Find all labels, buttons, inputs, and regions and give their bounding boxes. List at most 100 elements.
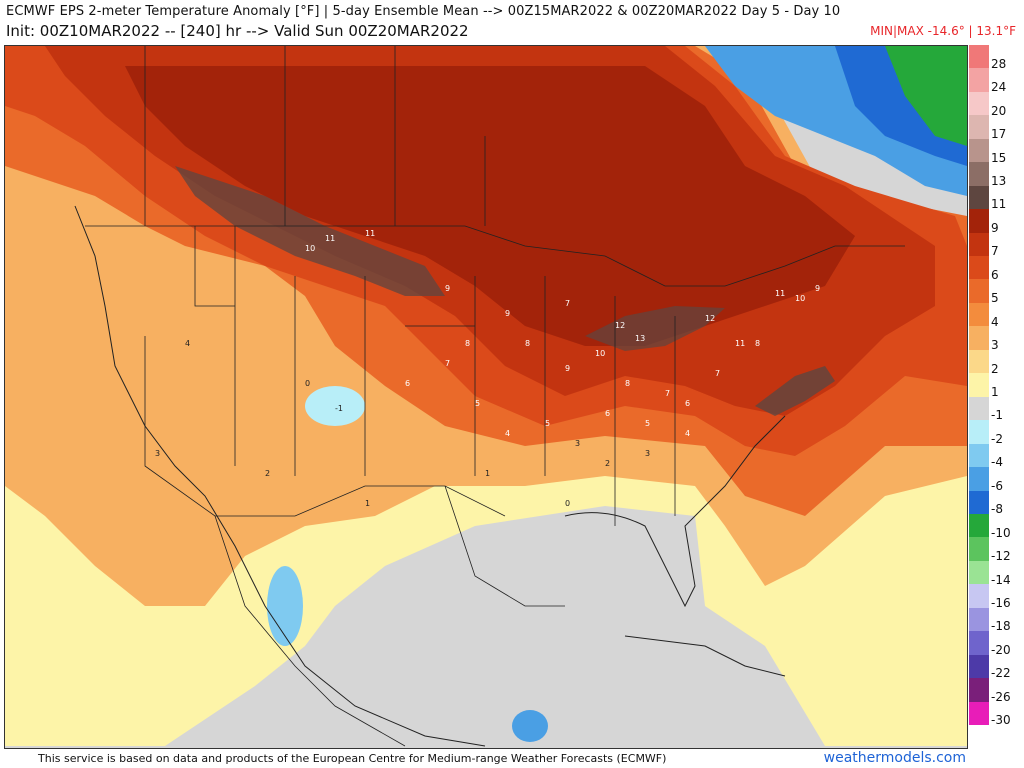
legend-row: -18 — [969, 607, 1019, 634]
legend-swatch — [969, 138, 989, 163]
legend-label: 6 — [991, 267, 999, 282]
anomaly-label: 3 — [155, 449, 160, 458]
min-max-readout: MIN|MAX -14.6° | 13.1°F — [870, 24, 1016, 38]
anomaly-label: 6 — [405, 379, 410, 388]
anomaly-label: 6 — [605, 409, 610, 418]
anomaly-label: 4 — [685, 429, 690, 438]
legend-label: -30 — [991, 713, 1011, 728]
anomaly-label: 4 — [505, 429, 510, 438]
legend-label: 11 — [991, 197, 1007, 212]
anomaly-label: 9 — [505, 309, 510, 318]
anomaly-label: 5 — [645, 419, 650, 428]
anomaly-label: 11 — [325, 234, 335, 243]
anomaly-label: 7 — [565, 299, 570, 308]
legend-label: -12 — [991, 549, 1011, 564]
legend-swatch — [969, 349, 989, 374]
legend-label: -22 — [991, 666, 1011, 681]
anomaly-label: 9 — [445, 284, 450, 293]
legend-swatch — [969, 443, 989, 468]
legend-row: -4 — [969, 443, 1019, 470]
anomaly-label: 1 — [485, 469, 490, 478]
anomaly-label: -1 — [335, 404, 343, 413]
legend-swatch — [969, 373, 989, 397]
legend-swatch — [969, 631, 989, 655]
legend-swatch — [969, 209, 989, 233]
legend-row: -14 — [969, 560, 1019, 587]
anomaly-label: 12 — [705, 314, 715, 323]
legend-label: -6 — [991, 478, 1003, 493]
legend-row: 9 — [969, 209, 1019, 234]
anomaly-label: 8 — [465, 339, 470, 348]
legend-label: -18 — [991, 619, 1011, 634]
legend-swatch — [969, 91, 989, 116]
anomaly-label: 0 — [565, 499, 570, 508]
legend-swatch — [969, 396, 989, 421]
legend-swatch — [969, 162, 989, 186]
cool-pocket-rockies — [305, 386, 365, 426]
legend-row: 2 — [969, 349, 1019, 376]
init-valid-line: Init: 00Z10MAR2022 -- [240] hr --> Valid… — [6, 22, 469, 40]
color-scale-legend: 28 24 20 17 15 13 11 9 7 6 5 4 3 2 1 -1 -2 -4 -6 -8 -10 -12 -1… — [969, 45, 1019, 728]
legend-label: 1 — [991, 384, 999, 399]
legend-swatch — [969, 115, 989, 139]
legend-row: 20 — [969, 91, 1019, 118]
anomaly-label: 7 — [445, 359, 450, 368]
coldest-anomaly-canada — [885, 46, 967, 146]
legend-swatch — [969, 326, 989, 350]
legend-swatch — [969, 654, 989, 679]
anomaly-label: 10 — [595, 349, 605, 358]
anomaly-label: 0 — [305, 379, 310, 388]
legend-swatch — [969, 302, 989, 327]
legend-row: 28 — [969, 45, 1019, 71]
anomaly-label: 11 — [775, 289, 785, 298]
legend-row: 1 — [969, 373, 1019, 399]
legend-label: -4 — [991, 455, 1003, 470]
anomaly-label: 4 — [185, 339, 190, 348]
anomaly-label: 9 — [565, 364, 570, 373]
legend-row: 15 — [969, 138, 1019, 165]
legend-swatch — [969, 256, 989, 280]
anomaly-label: 11 — [735, 339, 745, 348]
legend-row: 17 — [969, 115, 1019, 140]
legend-swatch — [969, 607, 989, 632]
legend-label: 28 — [991, 56, 1007, 71]
anomaly-label: 5 — [545, 419, 550, 428]
legend-row: -10 — [969, 513, 1019, 540]
legend-label: -10 — [991, 525, 1011, 540]
anomaly-label: 11 — [365, 229, 375, 238]
legend-label: -14 — [991, 572, 1011, 587]
legend-swatch — [969, 560, 989, 585]
site-link[interactable]: weathermodels.com — [823, 750, 966, 766]
map-canvas: 11 11 10 9 9 8 8 7 7 6 5 4 3 2 1 0 -1 12… — [5, 46, 967, 748]
anomaly-label: 12 — [615, 321, 625, 330]
legend-label: 4 — [991, 314, 999, 329]
anomaly-label: 1 — [365, 499, 370, 508]
legend-label: -2 — [991, 431, 1003, 446]
legend-swatch — [969, 513, 989, 538]
legend-row: -22 — [969, 654, 1019, 681]
very-warm-zone — [125, 66, 855, 346]
legend-label: -8 — [991, 502, 1003, 517]
anomaly-label: 9 — [815, 284, 820, 293]
legend-label: 5 — [991, 291, 999, 306]
legend-row: 7 — [969, 232, 1019, 257]
anomaly-label: 3 — [575, 439, 580, 448]
legend-row: 24 — [969, 68, 1019, 95]
legend-swatch — [969, 232, 989, 257]
legend-label: -20 — [991, 642, 1011, 657]
legend-label: 15 — [991, 150, 1007, 165]
legend-label: -16 — [991, 596, 1011, 611]
cool-pocket-baja — [267, 566, 303, 646]
legend-row: -6 — [969, 467, 1019, 493]
anomaly-label: 8 — [525, 339, 530, 348]
legend-row: -16 — [969, 584, 1019, 611]
legend-swatch — [969, 185, 989, 210]
legend-label: 24 — [991, 80, 1007, 95]
legend-row: -12 — [969, 537, 1019, 564]
gulf-of-mexico — [445, 523, 625, 646]
ecmwf-credit: This service is based on data and produc… — [38, 752, 667, 765]
legend-label: 3 — [991, 338, 999, 353]
legend-label: 2 — [991, 361, 999, 376]
anomaly-label: 13 — [635, 334, 645, 343]
legend-label: 20 — [991, 103, 1007, 118]
